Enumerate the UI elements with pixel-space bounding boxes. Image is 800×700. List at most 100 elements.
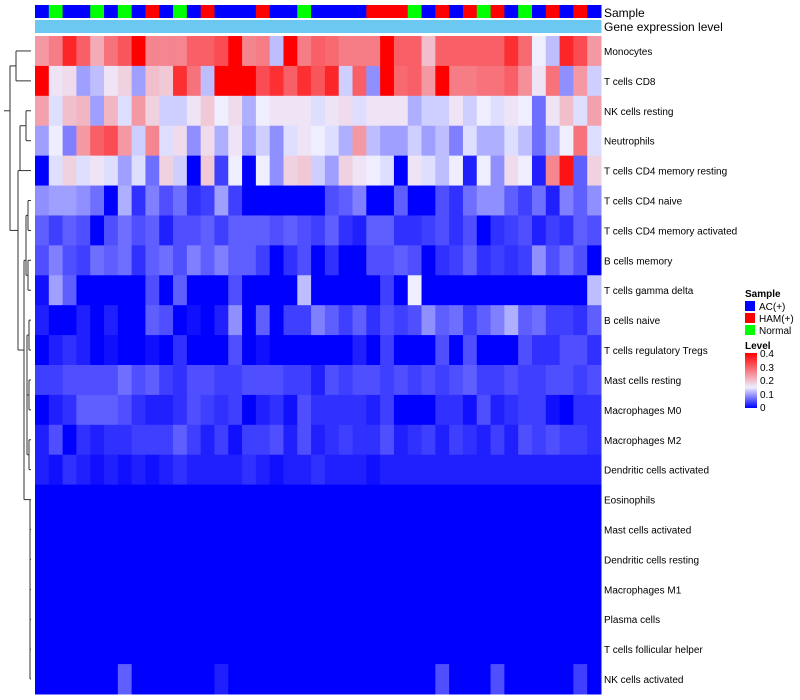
heatmap-cell <box>145 394 160 426</box>
heatmap-cell <box>269 604 284 635</box>
heatmap-cell <box>173 454 188 486</box>
heatmap-cell <box>393 275 409 306</box>
heatmap-cell <box>490 335 505 366</box>
heatmap-cell <box>242 36 257 67</box>
heatmap-cell <box>76 245 91 276</box>
heatmap-cell <box>90 544 105 575</box>
heatmap-cell <box>531 275 547 306</box>
heatmap-cell <box>145 215 160 246</box>
heatmap-cell <box>545 65 561 97</box>
heatmap-cell <box>421 215 436 246</box>
heatmap-cell <box>545 514 561 545</box>
heatmap-cell <box>159 275 174 306</box>
heatmap-cell <box>559 634 574 665</box>
heatmap-cell <box>421 185 436 216</box>
heatmap-cell <box>490 365 505 396</box>
heatmap-cell <box>393 484 409 516</box>
heatmap-cell <box>462 514 478 545</box>
heatmap-cell <box>242 664 257 695</box>
heatmap-cell <box>200 65 215 97</box>
heatmap-cell <box>173 514 188 545</box>
heatmap-cell <box>186 634 202 665</box>
heatmap-cell <box>48 36 64 67</box>
heatmap-cell <box>159 634 174 665</box>
heatmap-cell <box>242 424 257 456</box>
row-label: Monocytes <box>604 47 652 58</box>
heatmap-cell <box>228 394 243 426</box>
heatmap-cell <box>48 215 64 246</box>
heatmap-cell <box>531 215 547 246</box>
heatmap-cell <box>35 245 50 276</box>
heatmap-cell <box>200 155 215 187</box>
heatmap-cell <box>269 664 284 695</box>
heatmap-cell <box>435 424 450 456</box>
heatmap-cell <box>462 424 478 456</box>
gene-expression-annotation-cell <box>435 20 450 33</box>
gene-expression-annotation-cell <box>62 20 77 33</box>
heatmap-cell <box>186 454 202 486</box>
heatmap-cell <box>421 574 436 605</box>
heatmap-cell <box>117 36 133 67</box>
heatmap-cell <box>242 514 257 545</box>
heatmap-cell <box>200 484 215 516</box>
heatmap-cell <box>462 544 478 575</box>
heatmap-cell <box>35 544 50 575</box>
heatmap-cell <box>200 664 215 695</box>
heatmap-cell <box>131 574 146 605</box>
sample-annotation-cell <box>200 5 215 18</box>
heatmap-cell <box>131 394 146 426</box>
heatmap-cell <box>228 454 243 486</box>
heatmap-cell <box>518 215 533 246</box>
heatmap-cell <box>117 275 133 306</box>
heatmap-cell <box>518 65 533 97</box>
heatmap-cell <box>587 185 602 216</box>
heatmap-cell <box>311 245 326 276</box>
heatmap-cell <box>214 514 229 545</box>
row-labels: Monocytes T cells CD8 NK cells resting Neut… <box>604 47 737 686</box>
heatmap-cell <box>559 125 574 157</box>
sample-annotation-cell <box>531 5 547 18</box>
heatmap-cell <box>131 245 146 276</box>
heatmap-cell <box>490 394 505 426</box>
heatmap-cell <box>104 365 119 396</box>
gene-expression-annotation-cell <box>352 20 367 33</box>
heatmap-cell <box>311 365 326 396</box>
heatmap-cell <box>545 275 561 306</box>
heatmap-cell <box>200 275 215 306</box>
heatmap-cell <box>104 335 119 366</box>
heatmap-cell <box>269 365 284 396</box>
heatmap-cell <box>297 65 312 97</box>
heatmap-cell <box>366 604 381 635</box>
heatmap-cell <box>297 634 312 665</box>
row-label: NK cells activated <box>604 675 683 686</box>
heatmap-cell <box>200 574 215 605</box>
heatmap-cell <box>393 185 409 216</box>
heatmap-cell <box>435 634 450 665</box>
heatmap-cell <box>104 574 119 605</box>
heatmap-cell <box>297 245 312 276</box>
heatmap-cell <box>62 454 77 486</box>
gene-expression-annotation-cell <box>366 20 381 33</box>
legend-swatch-ac <box>745 301 755 311</box>
heatmap-cell <box>338 514 354 545</box>
heatmap-cell <box>518 335 533 366</box>
heatmap-cell <box>311 514 326 545</box>
heatmap-cell <box>587 424 602 456</box>
heatmap-cell <box>242 185 257 216</box>
heatmap-cell <box>380 454 395 486</box>
heatmap-cell <box>504 454 519 486</box>
heatmap-cell <box>587 36 602 67</box>
heatmap-cell <box>338 245 354 276</box>
heatmap-cell <box>35 155 50 187</box>
heatmap-cell <box>435 125 450 157</box>
heatmap-cell <box>324 514 340 545</box>
heatmap-cell <box>324 664 340 695</box>
heatmap-cell <box>545 215 561 246</box>
gene-expression-annotation-cell <box>476 20 492 33</box>
heatmap-cell <box>338 125 354 157</box>
heatmap-cell <box>214 215 229 246</box>
heatmap-cell <box>90 604 105 635</box>
heatmap-cell <box>200 544 215 575</box>
heatmap-cell <box>559 574 574 605</box>
heatmap-cell <box>449 95 464 127</box>
